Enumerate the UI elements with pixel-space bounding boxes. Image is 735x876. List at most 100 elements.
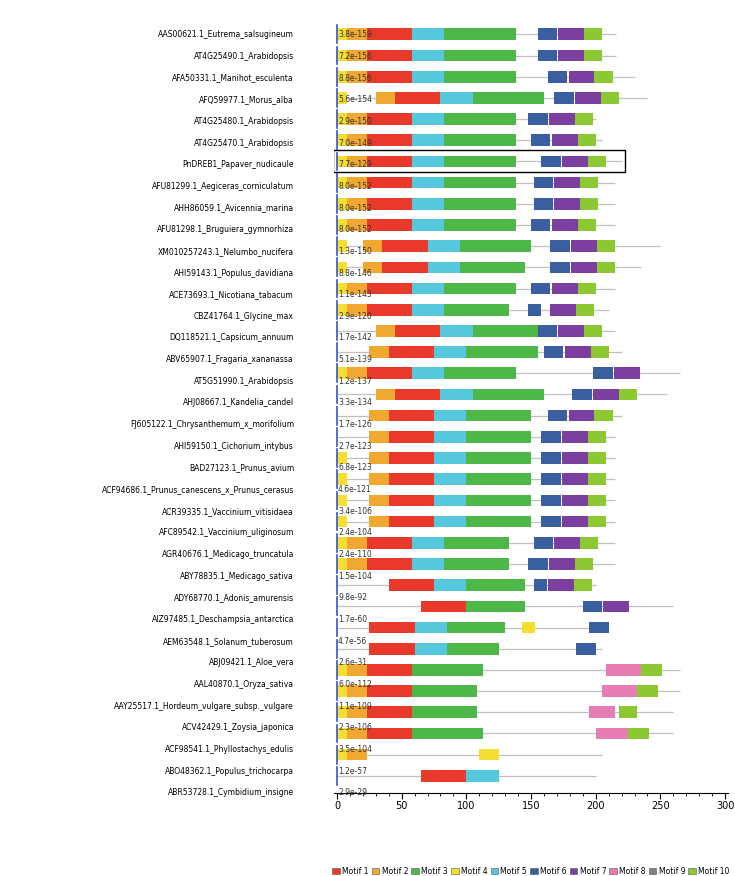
Bar	[595, 71, 612, 82]
Bar	[367, 685, 412, 697]
Bar	[467, 516, 531, 527]
Bar	[440, 389, 473, 400]
Bar	[348, 156, 367, 167]
Bar	[575, 113, 593, 125]
Bar	[440, 92, 473, 103]
Text: 2.4e-110: 2.4e-110	[338, 550, 372, 559]
Bar	[445, 71, 515, 82]
Bar	[348, 685, 367, 697]
Text: ABO48362.1_Populus_trichocarpa: ABO48362.1_Populus_trichocarpa	[165, 766, 294, 775]
Bar	[337, 452, 348, 464]
Bar	[389, 579, 434, 591]
Text: ACR39335.1_Vaccinium_vitisidaea: ACR39335.1_Vaccinium_vitisidaea	[162, 506, 294, 516]
Bar	[619, 389, 637, 400]
Bar	[548, 579, 574, 591]
Bar	[348, 664, 367, 675]
Bar	[412, 367, 445, 379]
Bar	[467, 346, 537, 358]
Bar	[412, 156, 445, 167]
Bar	[415, 643, 447, 654]
Bar	[575, 558, 593, 569]
Bar	[552, 219, 578, 230]
Bar	[333, 151, 625, 173]
Text: AT4G25480.1_Arabidopsis: AT4G25480.1_Arabidopsis	[194, 117, 294, 126]
Text: 9.8e-92: 9.8e-92	[338, 593, 367, 603]
Text: 2.9e-120: 2.9e-120	[338, 312, 372, 321]
Text: BAD27123.1_Prunus_avium: BAD27123.1_Prunus_avium	[189, 463, 294, 472]
Bar	[637, 685, 658, 697]
Text: 8.8e-156: 8.8e-156	[338, 74, 372, 82]
Bar	[588, 495, 606, 506]
Bar	[445, 367, 515, 379]
Bar	[584, 29, 602, 40]
Bar	[542, 473, 561, 485]
Bar	[348, 50, 367, 61]
Bar	[588, 473, 606, 485]
Bar	[412, 728, 483, 739]
Bar	[395, 389, 440, 400]
Bar	[554, 177, 580, 188]
Bar	[370, 516, 389, 527]
Text: 1.5e-104: 1.5e-104	[338, 572, 372, 581]
Bar	[445, 113, 515, 125]
Bar	[537, 50, 557, 61]
Text: AT4G25470.1_Arabidopsis: AT4G25470.1_Arabidopsis	[194, 138, 294, 147]
Text: CBZ41764.1_Glycine_max: CBZ41764.1_Glycine_max	[194, 312, 294, 321]
Text: 1.1e-143: 1.1e-143	[338, 290, 372, 300]
Bar	[528, 558, 548, 569]
Text: ABR53728.1_Cymbidium_insigne: ABR53728.1_Cymbidium_insigne	[168, 788, 294, 797]
Text: AFQ59977.1_Morus_alba: AFQ59977.1_Morus_alba	[199, 95, 294, 104]
Text: ABY78835.1_Medicago_sativa: ABY78835.1_Medicago_sativa	[180, 572, 294, 581]
Bar	[367, 706, 412, 718]
Bar	[628, 728, 649, 739]
Bar	[421, 770, 467, 781]
Bar	[552, 134, 578, 146]
Bar	[537, 29, 557, 40]
Bar	[562, 452, 588, 464]
Text: 2.9e-150: 2.9e-150	[338, 117, 372, 126]
Text: AIZ97485.1_Deschampsia_antarctica: AIZ97485.1_Deschampsia_antarctica	[151, 615, 294, 624]
Text: 1.2e-57: 1.2e-57	[338, 766, 367, 775]
Text: 6.0e-112: 6.0e-112	[338, 680, 372, 689]
Text: AGR40676.1_Medicago_truncatula: AGR40676.1_Medicago_truncatula	[162, 550, 294, 559]
Bar	[367, 156, 412, 167]
Bar	[554, 198, 580, 209]
Bar	[578, 219, 595, 230]
Bar	[447, 622, 505, 633]
Bar	[589, 622, 609, 633]
Bar	[467, 410, 531, 421]
Bar	[337, 113, 348, 125]
Text: AHI59150.1_Cichorium_intybus: AHI59150.1_Cichorium_intybus	[174, 442, 294, 451]
Bar	[537, 325, 557, 336]
Bar	[395, 325, 440, 336]
Text: AFU81298.1_Bruguiera_gymnorhiza: AFU81298.1_Bruguiera_gymnorhiza	[157, 225, 294, 234]
Bar	[367, 664, 412, 675]
Bar	[412, 664, 483, 675]
Bar	[337, 537, 348, 548]
Bar	[367, 134, 412, 146]
Text: ABV65907.1_Fragaria_xananassa: ABV65907.1_Fragaria_xananassa	[166, 355, 294, 364]
Bar	[558, 325, 584, 336]
Bar	[531, 283, 551, 294]
Text: PnDREB1_Papaver_nudicaule: PnDREB1_Papaver_nudicaule	[182, 160, 294, 169]
Bar	[337, 240, 348, 252]
Bar	[348, 219, 367, 230]
Text: 8.8e-146: 8.8e-146	[338, 269, 372, 278]
Bar	[445, 537, 509, 548]
Bar	[548, 410, 567, 421]
Bar	[348, 29, 367, 40]
Bar	[348, 367, 367, 379]
Bar	[382, 262, 428, 273]
Bar	[588, 452, 606, 464]
Bar	[558, 29, 584, 40]
Bar	[467, 473, 531, 485]
Bar	[562, 495, 588, 506]
Bar	[445, 50, 515, 61]
Bar	[473, 325, 537, 336]
Text: 1.7e-142: 1.7e-142	[338, 334, 372, 343]
Bar	[376, 92, 395, 103]
Bar	[534, 537, 553, 548]
Bar	[551, 304, 576, 315]
Bar	[428, 240, 460, 252]
Bar	[337, 177, 348, 188]
